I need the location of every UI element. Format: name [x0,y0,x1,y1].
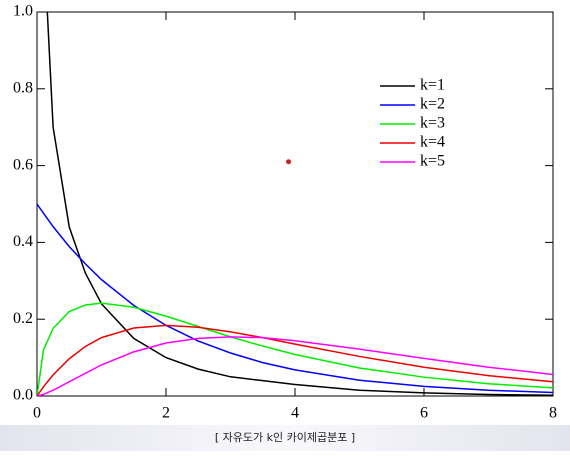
line-series [37,336,553,396]
y-tick-label: 0.6 [13,156,33,173]
line-series [37,324,553,396]
y-tick-label: 0.8 [13,79,33,96]
legend-label: k=1 [420,77,445,94]
x-tick-label: 0 [33,405,41,422]
x-tick-label: 6 [420,405,428,422]
caption: [ 자유도가 k인 카이제곱분포 ] [215,431,355,444]
line-series [37,302,553,396]
legend-label: k=5 [420,153,445,170]
plot-frame [36,11,554,397]
legend-label: k=4 [420,134,445,151]
line-series [37,203,553,394]
caption-band [0,425,570,451]
x-tick-label: 2 [162,405,170,422]
y-tick-label: 0.0 [13,387,33,404]
x-tick-label: 8 [549,405,557,422]
y-tick-label: 0.2 [13,310,33,327]
line-series [46,12,553,396]
legend-label: k=3 [420,115,445,132]
x-tick-label: 4 [291,405,299,422]
y-tick-label: 0.4 [13,233,33,250]
marker-point [286,159,292,165]
legend-label: k=2 [420,96,445,113]
y-tick-label: 1.0 [13,3,33,20]
